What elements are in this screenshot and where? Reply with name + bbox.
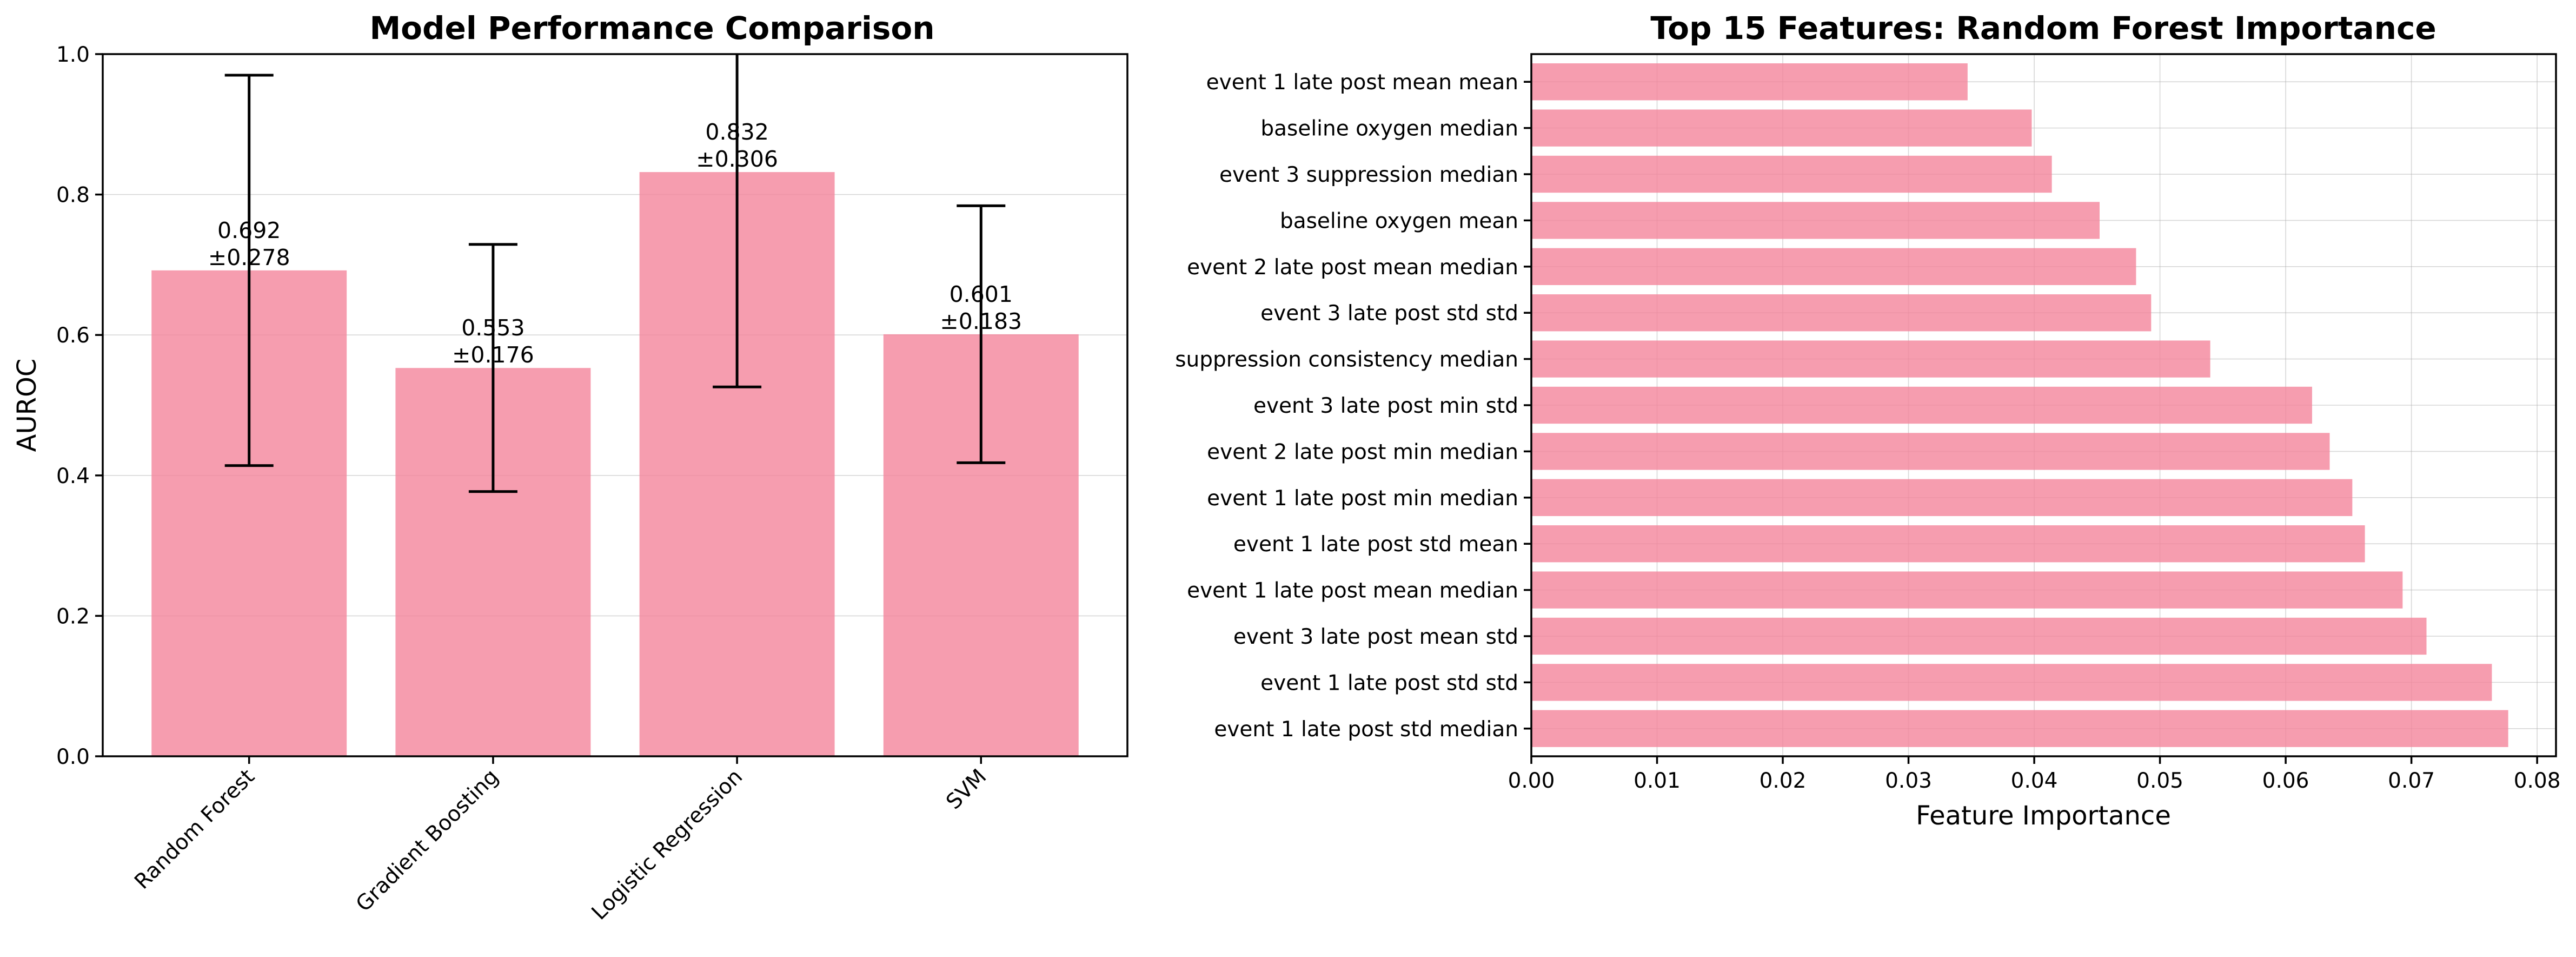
chart1-y-tick-label: 0.8 bbox=[56, 183, 90, 208]
chart1-frame bbox=[102, 53, 1128, 757]
chart1-x-tick-label: Gradient Boosting bbox=[351, 764, 503, 916]
chart1-data-labels: 0.692±0.278 0.553±0.176 0.832±0.306 0.601±0… bbox=[208, 119, 1022, 368]
chart2-x-tick-label: 0.05 bbox=[2136, 769, 2183, 793]
chart1-value-label: 0.692 bbox=[217, 217, 281, 243]
chart1-bars bbox=[151, 172, 1079, 757]
chart2-bar bbox=[1531, 386, 2312, 424]
chart1-error-bars bbox=[224, 54, 1006, 493]
chart2-y-tick-label: baseline oxygen median bbox=[1260, 117, 1518, 141]
chart1-y-tick-label: 0.6 bbox=[56, 324, 90, 348]
chart2-y-tick-label: event 3 late post mean std bbox=[1233, 625, 1518, 649]
chart1-x-tick-label: Random Forest bbox=[130, 764, 259, 894]
chart2-bar bbox=[1531, 109, 2032, 147]
chart2-bar bbox=[1531, 202, 2100, 239]
chart2-bar bbox=[1531, 248, 2136, 285]
chart2-title: Top 15 Features: Random Forest Importanc… bbox=[1650, 10, 2436, 47]
chart2-bar bbox=[1531, 571, 2403, 609]
chart2-y-tick-label: event 1 late post min median bbox=[1207, 486, 1518, 511]
chart1-x-tick-label: SVM bbox=[941, 764, 991, 814]
chart2-bar bbox=[1531, 617, 2427, 655]
chart2-x-tick-label: 0.04 bbox=[2011, 769, 2058, 793]
chart2-y-tick-label: event 3 late post std std bbox=[1260, 301, 1518, 326]
chart1-error-label: ±0.183 bbox=[940, 308, 1022, 334]
chart1-title: Model Performance Comparison bbox=[369, 10, 934, 47]
chart2-bar bbox=[1531, 479, 2353, 516]
chart2-y-tick-label: event 2 late post mean median bbox=[1187, 255, 1518, 280]
chart2-bar bbox=[1531, 433, 2330, 470]
chart1-error-label: ±0.306 bbox=[696, 146, 778, 172]
chart2-y-ticks: event 1 late post std median event 1 late… bbox=[1175, 70, 1531, 742]
chart2-x-tick-label: 0.02 bbox=[1760, 769, 1807, 793]
chart1-y-tick-label: 0.2 bbox=[56, 604, 90, 629]
chart2-y-tick-label: event 2 late post min median bbox=[1207, 440, 1518, 464]
chart2-x-tick-label: 0.00 bbox=[1508, 769, 1555, 793]
chart1-error-label: ±0.278 bbox=[208, 245, 290, 270]
feature-importance-chart: Top 15 Features: Random Forest Importanc… bbox=[1175, 10, 2560, 831]
chart2-bars bbox=[1531, 63, 2508, 747]
chart2-y-tick-label: suppression consistency median bbox=[1175, 348, 1518, 372]
chart2-y-tick-label: baseline oxygen mean bbox=[1280, 209, 1518, 233]
chart1-y-axis-label: AUROC bbox=[12, 359, 42, 452]
chart1-y-tick-label: 0.0 bbox=[56, 745, 90, 769]
chart2-bar bbox=[1531, 63, 1968, 101]
chart1-x-ticks: Random Forest Gradient Boosting Logistic R… bbox=[130, 756, 991, 925]
chart1-value-label: 0.832 bbox=[705, 119, 768, 145]
chart2-y-tick-label: event 1 late post std std bbox=[1260, 671, 1518, 695]
chart2-y-tick-label: event 1 late post mean mean bbox=[1206, 70, 1518, 95]
chart1-error-label: ±0.176 bbox=[452, 342, 534, 368]
chart2-x-tick-label: 0.08 bbox=[2514, 769, 2561, 793]
chart2-x-ticks: 0.00 0.01 0.02 0.03 0.04 0.05 0.06 0.07 0.08 bbox=[1508, 756, 2561, 793]
chart2-bar bbox=[1531, 664, 2492, 701]
chart2-x-axis-label: Feature Importance bbox=[1916, 801, 2171, 831]
chart1-value-label: 0.601 bbox=[950, 281, 1013, 307]
chart2-y-tick-label: event 1 late post std median bbox=[1214, 717, 1518, 742]
chart2-y-tick-label: event 1 late post std mean bbox=[1233, 532, 1518, 557]
chart2-bar bbox=[1531, 340, 2210, 378]
chart1-y-tick-label: 0.4 bbox=[56, 464, 90, 489]
chart2-bar bbox=[1531, 155, 2052, 193]
chart2-x-tick-label: 0.01 bbox=[1634, 769, 1681, 793]
chart2-x-tick-label: 0.06 bbox=[2262, 769, 2309, 793]
chart2-bar bbox=[1531, 710, 2508, 747]
chart2-x-tick-label: 0.07 bbox=[2388, 769, 2435, 793]
chart2-y-tick-label: event 3 late post min std bbox=[1253, 394, 1518, 418]
chart2-y-tick-label: event 3 suppression median bbox=[1219, 163, 1518, 187]
chart2-bar bbox=[1531, 525, 2365, 563]
chart1-value-label: 0.553 bbox=[461, 315, 525, 341]
chart2-y-tick-label: event 1 late post mean median bbox=[1187, 579, 1518, 603]
chart2-x-tick-label: 0.03 bbox=[1885, 769, 1932, 793]
chart1-y-ticks: 0.0 0.2 0.4 0.6 0.8 1.0 bbox=[56, 43, 103, 769]
chart2-bar bbox=[1531, 294, 2152, 332]
chart1-x-tick-label: Logistic Regression bbox=[587, 764, 747, 925]
model-performance-chart: Model Performance Comparison 0.692±0.278… bbox=[12, 10, 1128, 925]
chart1-y-tick-label: 1.0 bbox=[56, 43, 90, 67]
